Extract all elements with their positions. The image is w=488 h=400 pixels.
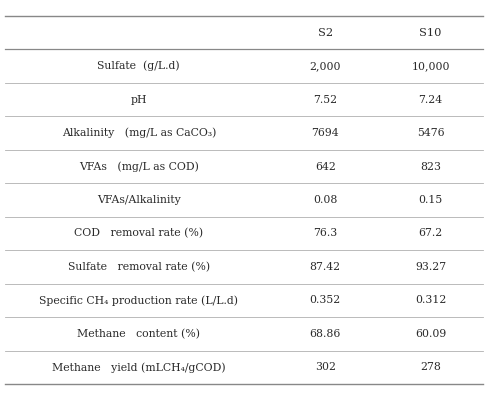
Text: 7694: 7694 bbox=[311, 128, 339, 138]
Text: 7.24: 7.24 bbox=[418, 95, 443, 105]
Text: 0.08: 0.08 bbox=[313, 195, 338, 205]
Text: 0.15: 0.15 bbox=[418, 195, 443, 205]
Text: 10,000: 10,000 bbox=[411, 61, 450, 71]
Text: 87.42: 87.42 bbox=[310, 262, 341, 272]
Text: pH: pH bbox=[130, 95, 147, 105]
Text: 0.312: 0.312 bbox=[415, 295, 446, 305]
Text: Alkalinity   (mg/L as CaCO₃): Alkalinity (mg/L as CaCO₃) bbox=[61, 128, 216, 138]
Text: Sulfate  (g/L.d): Sulfate (g/L.d) bbox=[98, 61, 180, 72]
Text: 823: 823 bbox=[420, 162, 441, 172]
Text: 5476: 5476 bbox=[417, 128, 445, 138]
Text: VFAs   (mg/L as COD): VFAs (mg/L as COD) bbox=[79, 161, 199, 172]
Text: Specific CH₄ production rate (L/L.d): Specific CH₄ production rate (L/L.d) bbox=[40, 295, 238, 306]
Text: S2: S2 bbox=[318, 28, 333, 38]
Text: S10: S10 bbox=[419, 28, 442, 38]
Text: COD   removal rate (%): COD removal rate (%) bbox=[74, 228, 203, 239]
Text: 76.3: 76.3 bbox=[313, 228, 337, 238]
Text: Methane   content (%): Methane content (%) bbox=[77, 329, 200, 339]
Text: 278: 278 bbox=[420, 362, 441, 372]
Text: 7.52: 7.52 bbox=[313, 95, 337, 105]
Text: 0.352: 0.352 bbox=[310, 295, 341, 305]
Text: 302: 302 bbox=[315, 362, 336, 372]
Text: 68.86: 68.86 bbox=[309, 329, 341, 339]
Text: Methane   yield (mLCH₄/gCOD): Methane yield (mLCH₄/gCOD) bbox=[52, 362, 225, 372]
Text: 93.27: 93.27 bbox=[415, 262, 446, 272]
Text: 642: 642 bbox=[315, 162, 336, 172]
Text: 2,000: 2,000 bbox=[309, 61, 341, 71]
Text: 67.2: 67.2 bbox=[418, 228, 443, 238]
Text: 60.09: 60.09 bbox=[415, 329, 446, 339]
Text: VFAs/Alkalinity: VFAs/Alkalinity bbox=[97, 195, 181, 205]
Text: Sulfate   removal rate (%): Sulfate removal rate (%) bbox=[68, 262, 210, 272]
